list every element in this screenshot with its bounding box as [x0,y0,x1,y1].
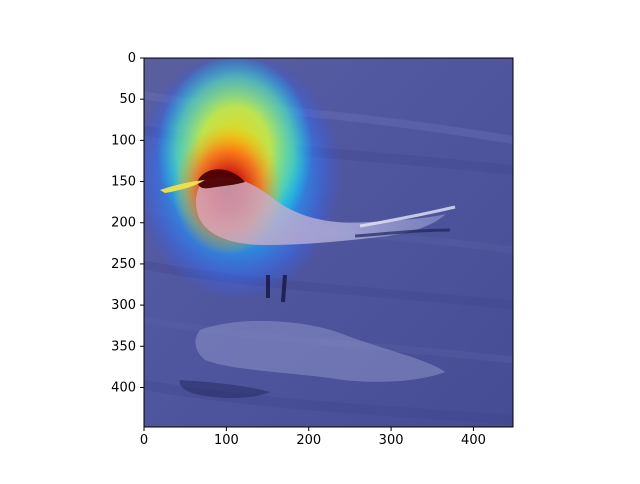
x-tick-label-200: 200 [296,433,321,448]
bird-leg-2 [281,274,287,303]
y-tick-label-250: 250 [111,257,136,272]
x-tick-label-0: 0 [140,433,148,448]
x-tick-label-400: 400 [461,433,486,448]
x-tick-label-300: 300 [379,433,404,448]
bird-beak [160,180,205,193]
bird-tail [359,205,456,228]
bird-head-cap [197,169,245,189]
y-tick-label-0: 0 [128,51,136,66]
bird-reflection [195,320,445,382]
y-tick-label-400: 400 [111,380,136,395]
bird-body [195,176,446,245]
y-tick-label-350: 350 [111,339,136,354]
y-tick-label-50: 50 [119,92,136,107]
shore-shadow [179,380,270,398]
y-tick-label-100: 100 [111,133,136,148]
axes-frame [143,57,514,428]
x-axis: 0 100 200 300 400 [140,427,486,448]
bird [160,169,456,303]
y-tick-label-200: 200 [111,216,136,231]
y-axis: 0 50 100 150 200 250 300 350 400 [111,51,144,395]
bird-tail-2 [354,228,451,238]
y-tick-label-300: 300 [111,298,136,313]
y-tick-label-150: 150 [111,175,136,190]
x-tick-label-100: 100 [214,433,239,448]
heatmap-overlay [144,58,342,300]
